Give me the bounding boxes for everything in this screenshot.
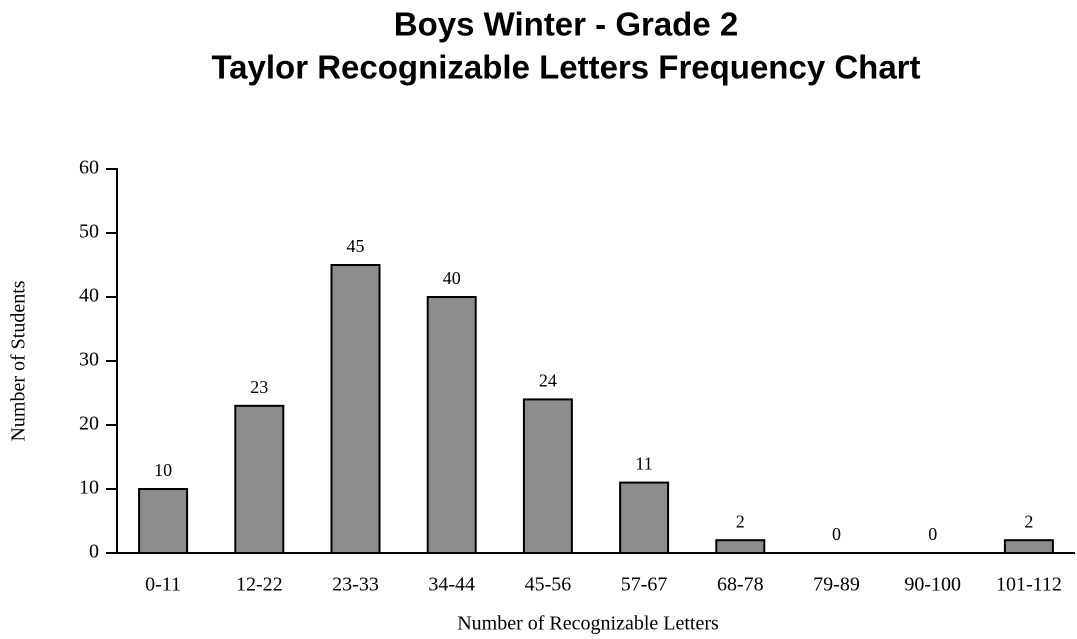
y-tick-label: 50: [79, 221, 99, 243]
bar: [522, 398, 573, 554]
y-tick-label: 40: [79, 285, 99, 307]
y-tick-label: 0: [89, 541, 99, 563]
y-tick-label: 30: [79, 349, 99, 371]
value-label: 0: [832, 524, 841, 544]
value-label: 40: [443, 268, 461, 288]
bar: [426, 296, 477, 554]
value-label: 11: [635, 454, 652, 474]
value-label: 2: [1024, 511, 1033, 531]
y-axis-label: Number of Students: [8, 280, 30, 441]
bar: [715, 539, 766, 555]
value-label: 2: [736, 511, 745, 531]
x-tick-label: 90-100: [904, 574, 961, 596]
x-tick-label: 23-33: [332, 574, 379, 596]
x-tick-label: 45-56: [525, 574, 572, 596]
chart-title: Taylor Recognizable Letters Frequency Ch…: [211, 49, 920, 86]
x-tick-label: 101-112: [996, 574, 1062, 596]
bar: [1003, 539, 1054, 555]
y-tick-label: 60: [79, 157, 99, 179]
value-label: 24: [539, 371, 557, 391]
value-label: 10: [154, 460, 172, 480]
bar: [234, 404, 285, 554]
x-axis-label: Number of Recognizable Letters: [457, 613, 719, 635]
x-tick-label: 12-22: [236, 574, 283, 596]
y-tick-label: 20: [79, 413, 99, 435]
x-tick-label: 57-67: [621, 574, 668, 596]
x-tick-label: 68-78: [717, 574, 764, 596]
x-tick-label: 0-11: [145, 574, 181, 596]
value-label: 45: [347, 236, 365, 256]
bar: [619, 481, 670, 555]
x-tick-label: 34-44: [428, 574, 475, 596]
value-label: 23: [250, 377, 268, 397]
bar: [138, 488, 189, 554]
y-tick-label: 10: [79, 477, 99, 499]
x-tick-label: 79-89: [813, 574, 860, 596]
value-label: 0: [928, 524, 937, 544]
bar: [330, 264, 381, 554]
chart-title: Boys Winter - Grade 2: [394, 6, 738, 43]
